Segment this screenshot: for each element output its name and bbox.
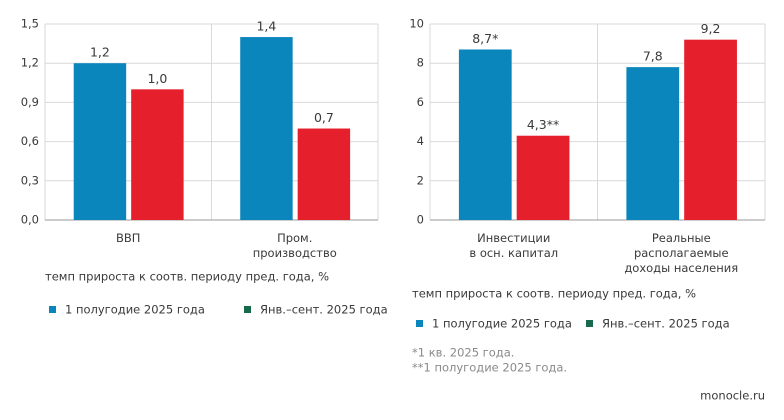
bar <box>458 49 512 221</box>
bar <box>240 37 293 220</box>
bar <box>73 63 127 221</box>
source: monocle.ru <box>700 389 765 403</box>
x-tick-label: Реальные располагаемые доходы населения <box>624 231 738 275</box>
y-tick-label: 0 <box>417 213 424 227</box>
legend-label: Янв.–сент. 2025 года <box>260 303 388 317</box>
y-tick-label: 1,2 <box>21 56 39 70</box>
y-tick-label: 6 <box>417 95 424 109</box>
legend-label: 1 полугодие 2025 года <box>432 317 572 331</box>
legend-label: Янв.–сент. 2025 года <box>602 317 730 331</box>
footnote: **1 полугодие 2025 года. <box>412 361 567 375</box>
y-tick-label: 1,5 <box>21 17 39 31</box>
legend-marker <box>244 306 251 313</box>
y-tick-label: 0,0 <box>21 213 39 227</box>
y-tick-label: 2 <box>417 173 424 187</box>
footnote: *1 кв. 2025 года. <box>412 346 514 360</box>
bar <box>297 128 351 220</box>
bar <box>626 67 680 221</box>
y-tick-label: 0,6 <box>21 134 39 148</box>
bar <box>516 135 570 220</box>
y-tick-label: 10 <box>409 17 424 31</box>
value-label: 8,7* <box>472 31 498 46</box>
x-tick-label: Пром. производство <box>253 231 337 260</box>
value-label: 4,3** <box>527 117 559 132</box>
y-tick-label: 4 <box>417 134 424 148</box>
legend-marker <box>416 320 423 327</box>
y-tick-label: 0,3 <box>21 173 39 187</box>
y-tick-label: 8 <box>417 56 424 70</box>
value-label: 1,0 <box>147 71 167 86</box>
y-tick-label: 0,9 <box>21 95 39 109</box>
y-axis-note: темп прироста к соотв. периоду пред. год… <box>45 270 329 284</box>
value-label: 9,2 <box>701 21 721 36</box>
value-label: 1,2 <box>90 45 110 60</box>
legend-marker <box>49 306 56 313</box>
bar <box>131 89 184 220</box>
value-label: 1,4 <box>256 19 276 34</box>
value-label: 0,7 <box>314 110 334 125</box>
legend-marker <box>586 320 593 327</box>
value-label: 7,8 <box>643 49 663 64</box>
x-tick-label: ВВП <box>116 231 140 245</box>
x-tick-label: Инвестиции в осн. капитал <box>469 231 558 260</box>
legend-label: 1 полугодие 2025 года <box>65 303 205 317</box>
y-axis-note: темп прироста к соотв. периоду пред. год… <box>412 287 696 301</box>
bar <box>684 39 737 221</box>
